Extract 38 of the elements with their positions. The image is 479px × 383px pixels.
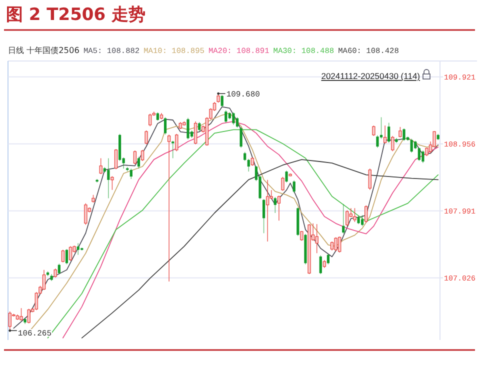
candlestick — [330, 241, 334, 251]
candlestick — [372, 125, 376, 136]
candlestick — [338, 236, 342, 253]
candlestick — [54, 268, 57, 278]
candlestick — [167, 134, 171, 282]
candlestick — [300, 230, 304, 242]
candlestick — [114, 148, 118, 170]
candlestick — [346, 210, 349, 227]
line-series — [81, 159, 439, 338]
candlestick — [391, 136, 394, 152]
annotation: 109.680 — [226, 90, 260, 100]
candlestick — [364, 204, 368, 224]
candlestick — [315, 224, 318, 254]
candlestick — [148, 113, 152, 127]
candlestick — [99, 158, 102, 175]
candlestick — [42, 269, 46, 290]
annotation: 20241112-20250430 (114) — [321, 71, 420, 81]
candlestick — [368, 168, 372, 190]
candlestick — [68, 246, 72, 262]
candlestick — [140, 149, 144, 162]
legend-title: 日线 十年国债2506 — [8, 45, 80, 55]
candlestick — [84, 202, 88, 226]
candlestick — [194, 120, 198, 145]
candlestick — [398, 126, 402, 138]
candlestick — [27, 308, 30, 324]
candlestick — [353, 208, 356, 222]
candlestick — [61, 249, 65, 263]
candlestick — [277, 195, 281, 222]
candlestick — [281, 176, 284, 192]
candlestick — [20, 308, 23, 321]
chart-title: 图 2 T2506 走势 — [6, 5, 146, 25]
candlestick — [144, 130, 148, 145]
candlestick — [110, 176, 114, 190]
candlestick — [266, 179, 270, 242]
candlestick — [334, 236, 338, 252]
candlestick — [133, 150, 137, 165]
candlestick — [383, 125, 387, 144]
candlestick — [175, 133, 178, 152]
